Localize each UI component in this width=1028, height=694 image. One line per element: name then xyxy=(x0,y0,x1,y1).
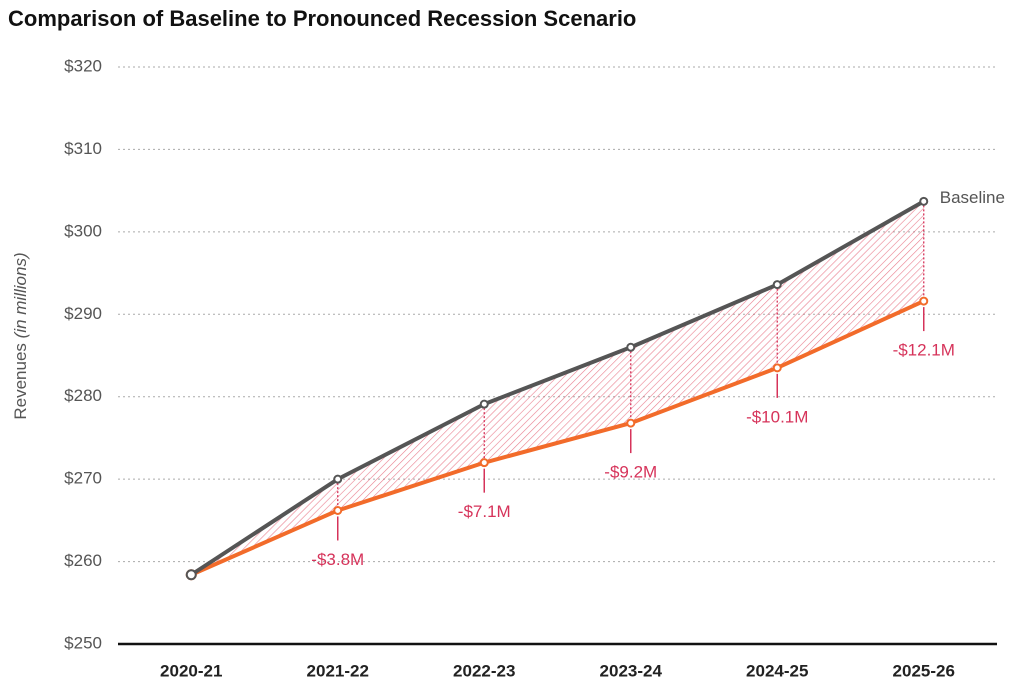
y-tick-label: $270 xyxy=(64,469,102,488)
y-tick-label: $250 xyxy=(64,633,102,652)
point xyxy=(919,196,929,206)
y-tick-label: $290 xyxy=(64,304,102,323)
point xyxy=(479,458,489,468)
point xyxy=(479,399,489,409)
y-tick-label: $300 xyxy=(64,221,102,240)
x-tick-label: 2024-25 xyxy=(746,661,808,680)
difference-area xyxy=(191,201,924,575)
series-label: Baseline xyxy=(940,188,1005,207)
point xyxy=(185,569,197,581)
x-tick-label: 2023-24 xyxy=(600,661,663,680)
difference-label: -$3.8M xyxy=(311,550,364,569)
point xyxy=(626,418,636,428)
y-tick-label: $310 xyxy=(64,139,102,158)
series-line xyxy=(190,199,925,577)
y-axis-label: Revenues (in millions) xyxy=(11,252,30,419)
point xyxy=(772,363,782,373)
point xyxy=(626,342,636,352)
x-tick-label: 2025-26 xyxy=(893,661,955,680)
point xyxy=(333,505,343,515)
difference-label: -$12.1M xyxy=(893,341,955,360)
series-line xyxy=(190,299,925,577)
y-tick-label: $320 xyxy=(64,56,102,75)
x-tick-label: 2022-23 xyxy=(453,661,515,680)
chart-title: Comparison of Baseline to Pronounced Rec… xyxy=(8,6,636,31)
difference-label: -$10.1M xyxy=(746,407,808,426)
y-tick-label: $260 xyxy=(64,551,102,570)
x-tick-label: 2021-22 xyxy=(307,661,369,680)
y-label-note: (in millions) xyxy=(11,252,30,338)
y-label-text: Revenues xyxy=(11,343,30,420)
difference-label: -$9.2M xyxy=(604,463,657,482)
point xyxy=(772,280,782,290)
y-tick-label: $280 xyxy=(64,386,102,405)
point xyxy=(919,296,929,306)
point xyxy=(333,474,343,484)
x-tick-label: 2020-21 xyxy=(160,661,222,680)
difference-label: -$7.1M xyxy=(458,502,511,521)
